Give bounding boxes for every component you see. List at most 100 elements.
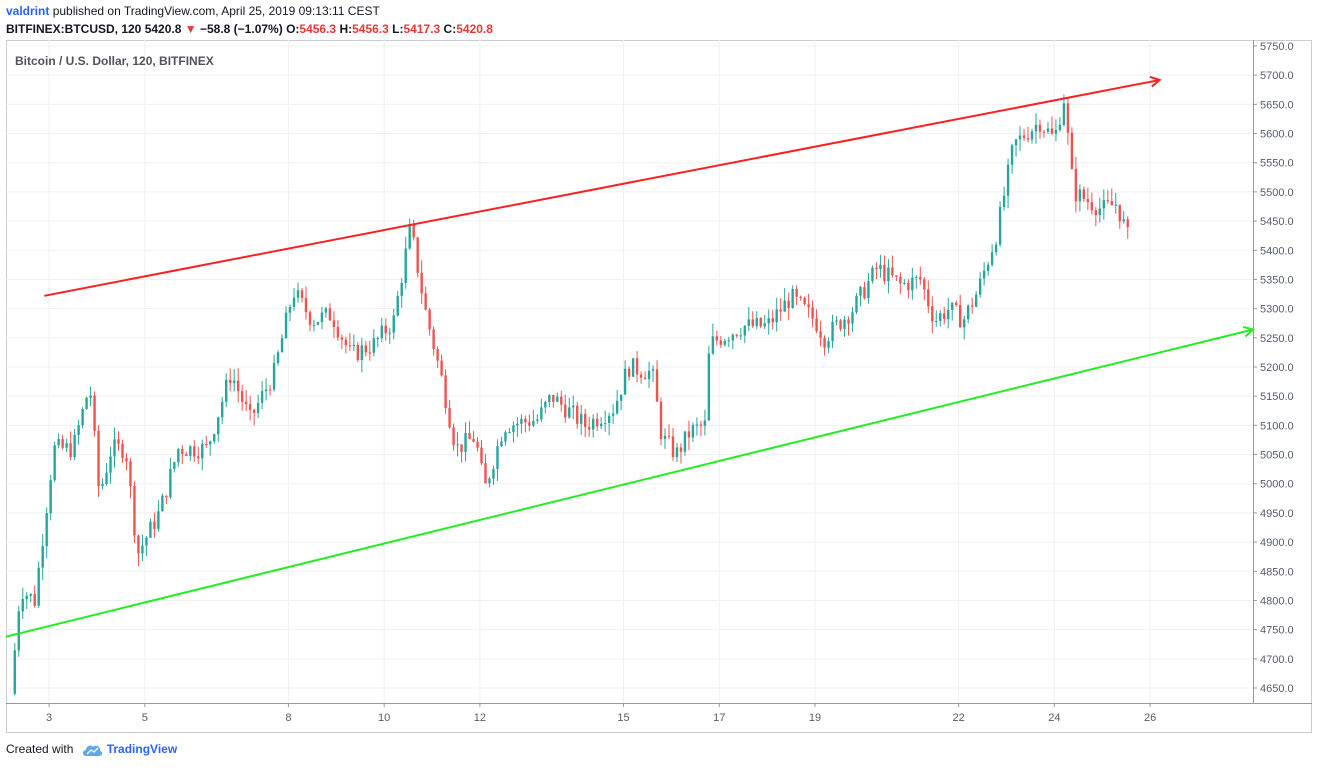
candle-body bbox=[121, 443, 124, 459]
price-tick-label: 5550.0 bbox=[1260, 158, 1294, 170]
candle bbox=[472, 431, 475, 443]
candle bbox=[344, 336, 348, 354]
candle bbox=[424, 286, 427, 311]
candle bbox=[568, 397, 571, 419]
candle bbox=[1046, 121, 1050, 135]
candle-body bbox=[663, 435, 667, 440]
candle bbox=[244, 390, 248, 412]
price-tick-label: 5600.0 bbox=[1260, 129, 1294, 141]
candle bbox=[33, 585, 36, 608]
candle bbox=[939, 310, 942, 327]
candle bbox=[795, 285, 798, 306]
candle bbox=[460, 444, 463, 463]
support-line[interactable] bbox=[5, 330, 1253, 638]
candle bbox=[615, 390, 619, 415]
candle-body bbox=[699, 424, 703, 426]
time-axis[interactable]: 3 5 8 10 12 15 17 19 22 24 26 bbox=[46, 703, 1156, 724]
candle-body bbox=[835, 320, 838, 322]
candle-body bbox=[512, 425, 515, 433]
candle bbox=[524, 415, 527, 433]
candle-body bbox=[675, 447, 679, 458]
candle-body bbox=[1030, 131, 1034, 140]
candle bbox=[823, 335, 826, 356]
tradingview-brand-link[interactable]: TradingView bbox=[106, 742, 178, 756]
candle bbox=[536, 414, 539, 424]
candle-body bbox=[771, 318, 774, 323]
candle-body bbox=[651, 369, 655, 371]
candle-body bbox=[404, 248, 407, 283]
candle-body bbox=[272, 363, 276, 390]
candle-body bbox=[504, 432, 507, 442]
candle-body bbox=[308, 312, 312, 325]
candle bbox=[803, 296, 806, 306]
candle bbox=[153, 512, 156, 538]
candle-body bbox=[25, 595, 28, 600]
candle bbox=[887, 259, 890, 294]
candle-body bbox=[464, 433, 467, 452]
resistance-line[interactable] bbox=[44, 80, 1159, 297]
candle bbox=[480, 439, 483, 465]
candle-body bbox=[1070, 132, 1074, 169]
candle-body bbox=[376, 338, 379, 340]
candle bbox=[695, 417, 699, 436]
candle-body bbox=[213, 434, 216, 442]
candle-body bbox=[332, 320, 336, 327]
candle bbox=[903, 279, 906, 286]
candle-body bbox=[1038, 124, 1042, 132]
candle bbox=[29, 593, 32, 603]
ohlc-legend: BITFINEX:BTCUSD, 120 5420.8 ▼ −58.8 (−1.… bbox=[6, 22, 493, 36]
price-tick-label: 4750.0 bbox=[1260, 625, 1294, 637]
candle bbox=[647, 361, 651, 389]
trendlines bbox=[5, 80, 1253, 638]
candle bbox=[707, 345, 711, 421]
candle-body bbox=[1022, 135, 1026, 139]
candle-body bbox=[859, 287, 862, 296]
candle-body bbox=[982, 270, 986, 279]
candle bbox=[1002, 186, 1006, 211]
candle bbox=[232, 369, 236, 392]
candle bbox=[221, 397, 224, 425]
candle-body bbox=[627, 368, 631, 377]
candle-body bbox=[795, 288, 798, 297]
candle-body bbox=[767, 318, 770, 324]
candle bbox=[639, 371, 643, 384]
last-price: 5420.8 bbox=[144, 22, 182, 36]
candle-body bbox=[336, 326, 340, 338]
author-name[interactable]: valdrint bbox=[6, 4, 50, 18]
candle-body bbox=[252, 409, 256, 413]
candle-body bbox=[947, 309, 950, 320]
candle-body bbox=[400, 282, 403, 296]
candle-body bbox=[580, 413, 583, 424]
candle bbox=[157, 500, 160, 532]
price-axis[interactable]: 4650.0 4700.0 4750.0 4800.0 4850.0 4900.0 4950… bbox=[1253, 41, 1294, 695]
candle-body bbox=[57, 439, 60, 446]
candle bbox=[113, 427, 116, 468]
candle-body bbox=[966, 305, 970, 320]
candle-body bbox=[468, 433, 471, 440]
candle-body bbox=[1006, 164, 1010, 196]
candle-body bbox=[1050, 128, 1054, 134]
candle bbox=[743, 324, 746, 344]
candle bbox=[675, 442, 679, 463]
chart-frame[interactable]: 4650.0 4700.0 4750.0 4800.0 4850.0 4900.0 4950… bbox=[5, 40, 1312, 733]
candle-body bbox=[951, 302, 954, 310]
candle bbox=[240, 384, 244, 411]
candle-body bbox=[85, 397, 88, 409]
candle bbox=[994, 241, 998, 256]
candle bbox=[955, 300, 958, 307]
candle-body bbox=[280, 338, 284, 353]
candle-body bbox=[935, 320, 938, 322]
price-tick-label: 5300.0 bbox=[1260, 304, 1294, 316]
candle-body bbox=[532, 421, 535, 426]
candle-body bbox=[388, 332, 391, 334]
candle-body bbox=[312, 324, 316, 326]
price-chart[interactable]: 4650.0 4700.0 4750.0 4800.0 4850.0 4900.0 4950… bbox=[5, 40, 1312, 733]
candle-body bbox=[496, 446, 499, 469]
candle bbox=[783, 288, 786, 312]
price-tick-label: 4800.0 bbox=[1260, 595, 1294, 607]
candle bbox=[372, 329, 375, 357]
candle-body bbox=[1074, 168, 1078, 202]
candle-body bbox=[304, 297, 308, 313]
candle bbox=[101, 478, 104, 490]
candle-body bbox=[157, 511, 160, 529]
